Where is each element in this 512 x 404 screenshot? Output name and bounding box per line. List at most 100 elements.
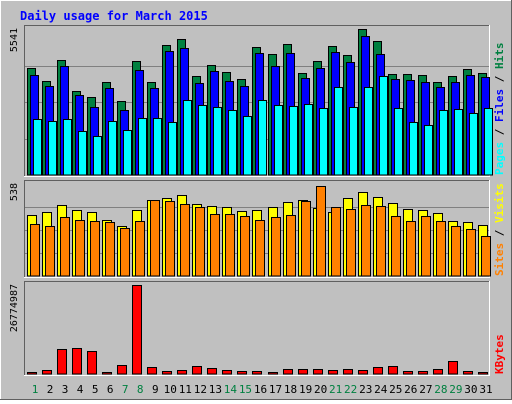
- bar-kbytes-day-22: [343, 369, 353, 375]
- bar-pages-day-13: [213, 107, 222, 176]
- x-tick-label-day-4: 4: [77, 383, 84, 396]
- bar-sites-day-4: [75, 220, 85, 277]
- bar-sites-day-27: [421, 216, 431, 277]
- x-tick-label-day-20: 20: [314, 383, 327, 396]
- bar-pages-day-25: [394, 108, 403, 176]
- panel-visits_sites: 538 Sites / Visits: [9, 180, 506, 278]
- bar-sites-day-22: [346, 209, 356, 277]
- bar-kbytes-day-16: [252, 371, 262, 375]
- x-tick-label-day-17: 17: [269, 383, 282, 396]
- bar-sites-day-3: [60, 217, 70, 277]
- x-tick-label-day-26: 26: [404, 383, 417, 396]
- bar-pages-day-19: [304, 104, 313, 176]
- bar-sites-day-6: [105, 222, 115, 277]
- bar-pages-day-28: [439, 110, 448, 176]
- legend-part: Hits: [493, 43, 506, 70]
- bar-sites-day-20: [316, 186, 326, 277]
- y-max-label: 538: [9, 183, 20, 201]
- bar-sites-day-14: [225, 214, 235, 277]
- bar-pages-day-4: [78, 131, 87, 176]
- bar-pages-day-22: [349, 107, 358, 176]
- bar-kbytes-day-24: [373, 367, 383, 375]
- bar-pages-day-18: [289, 106, 298, 176]
- bar-sites-day-5: [90, 221, 100, 277]
- bar-sites-day-25: [391, 216, 401, 277]
- bar-pages-day-27: [424, 125, 433, 176]
- y-max-label: 26774987: [9, 284, 20, 332]
- x-tick-label-day-7: 7: [122, 383, 129, 396]
- bar-sites-day-9: [150, 200, 160, 277]
- bar-pages-day-26: [409, 122, 418, 176]
- bar-sites-day-1: [30, 224, 40, 277]
- bar-pages-day-16: [258, 100, 267, 176]
- bar-sites-day-29: [451, 226, 461, 277]
- bar-kbytes-day-11: [177, 370, 187, 375]
- bar-kbytes-day-19: [298, 369, 308, 375]
- legend-part: /: [493, 122, 506, 142]
- bar-pages-day-14: [228, 110, 237, 176]
- bar-kbytes-day-10: [162, 371, 172, 375]
- bar-sites-day-23: [361, 205, 371, 277]
- bar-sites-day-10: [165, 201, 175, 277]
- x-tick-label-day-10: 10: [164, 383, 177, 396]
- x-tick-label-day-1: 1: [32, 383, 39, 396]
- x-tick-label-day-3: 3: [62, 383, 69, 396]
- bar-sites-day-2: [45, 226, 55, 277]
- bar-sites-day-30: [466, 229, 476, 277]
- bar-sites-day-26: [406, 221, 416, 277]
- legend-part: Visits: [493, 183, 506, 223]
- legend-part: /: [493, 69, 506, 89]
- bar-kbytes-day-8: [132, 285, 142, 375]
- x-tick-label-day-6: 6: [107, 383, 114, 396]
- bar-pages-day-7: [123, 130, 132, 176]
- x-tick-label-day-12: 12: [194, 383, 207, 396]
- legend-part: KBytes: [493, 334, 506, 374]
- x-tick-label-day-15: 15: [239, 383, 252, 396]
- y-max-label: 5541: [9, 28, 20, 52]
- bar-pages-day-20: [319, 108, 328, 176]
- x-tick-label-day-31: 31: [479, 383, 492, 396]
- bar-kbytes-day-17: [268, 372, 278, 375]
- bar-pages-day-24: [379, 76, 388, 176]
- bar-kbytes-day-3: [57, 349, 67, 375]
- bar-sites-day-21: [331, 207, 341, 277]
- bar-kbytes-day-13: [207, 368, 217, 375]
- bar-pages-day-23: [364, 87, 373, 176]
- x-tick-label-day-30: 30: [464, 383, 477, 396]
- legend-kbytes: KBytes: [493, 334, 506, 374]
- x-tick-label-day-28: 28: [434, 383, 447, 396]
- bar-kbytes-day-15: [237, 371, 247, 375]
- bar-kbytes-day-5: [87, 351, 97, 375]
- bar-pages-day-12: [198, 105, 207, 176]
- x-tick-label-day-23: 23: [359, 383, 372, 396]
- bar-pages-day-21: [334, 87, 343, 176]
- x-tick-label-day-5: 5: [92, 383, 99, 396]
- bar-sites-day-31: [481, 236, 491, 277]
- panel-background: [24, 281, 490, 376]
- x-tick-label-day-8: 8: [137, 383, 144, 396]
- bar-kbytes-day-26: [403, 371, 413, 375]
- bar-pages-day-1: [33, 119, 42, 176]
- bar-sites-day-11: [180, 204, 190, 277]
- bar-sites-day-8: [135, 221, 145, 277]
- x-tick-label-day-29: 29: [449, 383, 462, 396]
- bar-kbytes-day-23: [358, 370, 368, 375]
- bar-kbytes-day-1: [27, 372, 37, 375]
- bar-pages-day-2: [48, 121, 57, 176]
- x-tick-label-day-21: 21: [329, 383, 342, 396]
- x-tick-label-day-11: 11: [179, 383, 192, 396]
- legend-visits_sites: Sites / Visits: [493, 183, 506, 276]
- bar-kbytes-day-25: [388, 366, 398, 375]
- x-tick-label-day-2: 2: [47, 383, 54, 396]
- bar-pages-day-31: [484, 108, 493, 176]
- x-tick-label-day-25: 25: [389, 383, 402, 396]
- bar-pages-day-3: [63, 119, 72, 176]
- chart-title: Daily usage for March 2015: [20, 9, 208, 23]
- bar-kbytes-day-30: [463, 371, 473, 375]
- bar-sites-day-15: [240, 216, 250, 277]
- bar-kbytes-day-18: [283, 369, 293, 375]
- bar-kbytes-day-7: [117, 365, 127, 375]
- x-tick-label-day-24: 24: [374, 383, 388, 396]
